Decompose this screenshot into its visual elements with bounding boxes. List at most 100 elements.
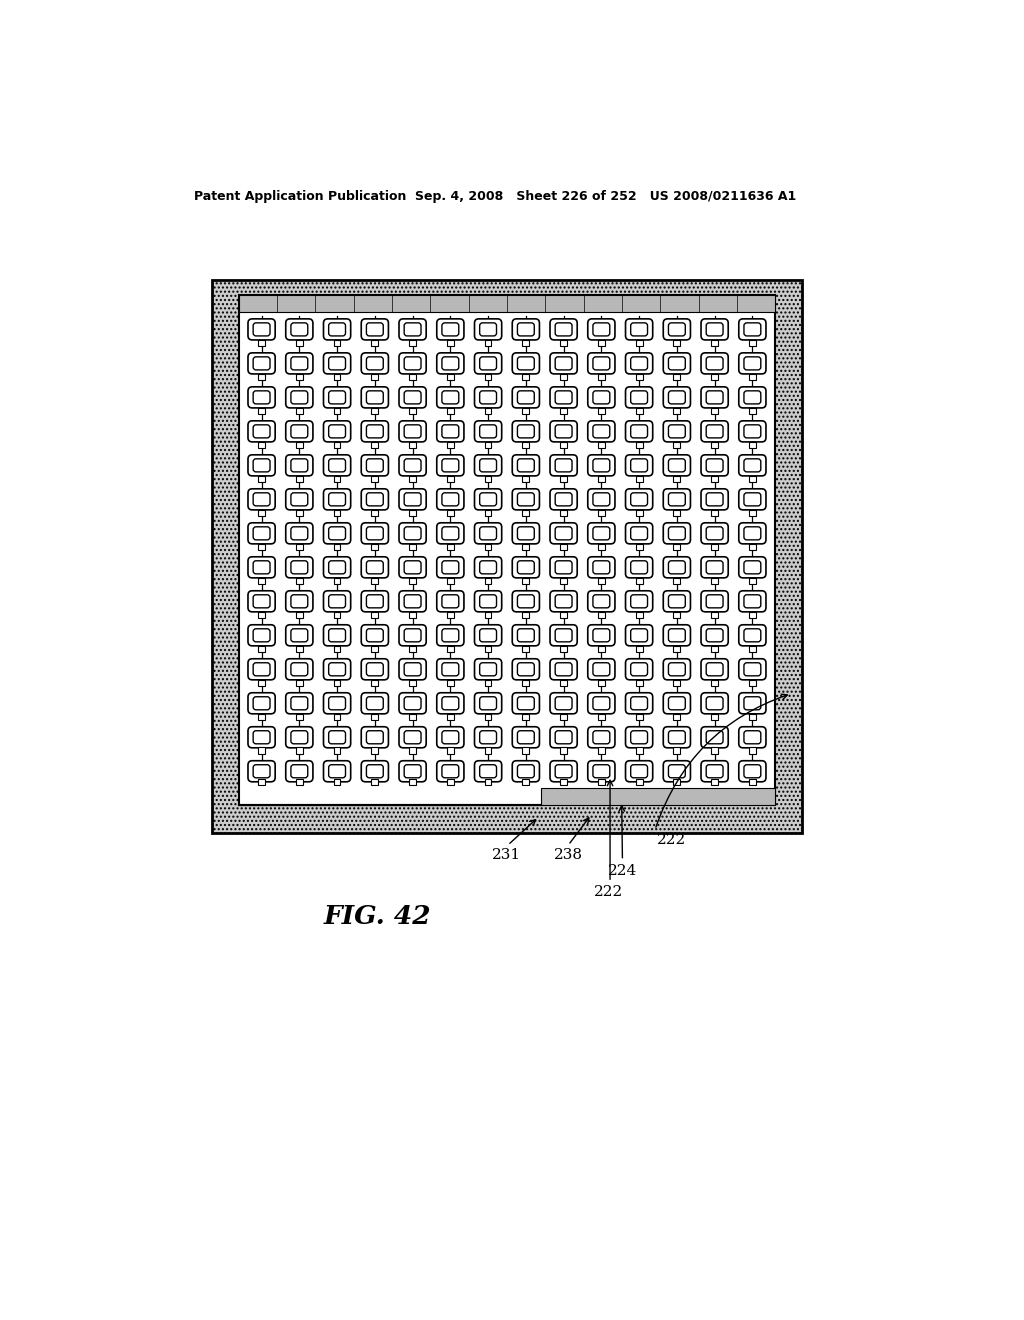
FancyBboxPatch shape	[669, 764, 685, 777]
FancyBboxPatch shape	[253, 356, 270, 370]
FancyBboxPatch shape	[512, 727, 540, 748]
Bar	[712, 747, 718, 754]
FancyBboxPatch shape	[664, 387, 690, 408]
Bar	[522, 578, 529, 585]
FancyBboxPatch shape	[707, 663, 723, 676]
FancyBboxPatch shape	[707, 628, 723, 642]
FancyBboxPatch shape	[361, 591, 388, 612]
Bar	[522, 442, 529, 449]
FancyBboxPatch shape	[664, 557, 690, 578]
FancyBboxPatch shape	[437, 387, 464, 408]
FancyBboxPatch shape	[744, 663, 761, 676]
FancyBboxPatch shape	[512, 693, 540, 714]
Bar	[334, 442, 341, 449]
Bar	[560, 779, 567, 785]
FancyBboxPatch shape	[738, 727, 766, 748]
FancyBboxPatch shape	[517, 764, 535, 777]
Bar	[334, 408, 341, 414]
Bar	[258, 645, 265, 652]
FancyBboxPatch shape	[404, 492, 421, 506]
FancyBboxPatch shape	[593, 595, 609, 607]
FancyBboxPatch shape	[361, 387, 388, 408]
FancyBboxPatch shape	[367, 628, 383, 642]
Bar	[334, 374, 341, 380]
Text: 224: 224	[608, 863, 637, 878]
FancyBboxPatch shape	[555, 391, 572, 404]
Bar	[674, 779, 680, 785]
Bar	[296, 779, 303, 785]
Bar	[372, 714, 378, 721]
FancyBboxPatch shape	[329, 356, 345, 370]
FancyBboxPatch shape	[437, 760, 464, 781]
FancyBboxPatch shape	[442, 561, 459, 574]
Bar	[372, 611, 378, 618]
FancyBboxPatch shape	[404, 764, 421, 777]
Bar	[296, 374, 303, 380]
FancyBboxPatch shape	[367, 356, 383, 370]
Bar	[334, 339, 341, 346]
FancyBboxPatch shape	[593, 663, 609, 676]
FancyBboxPatch shape	[664, 319, 690, 341]
Bar	[560, 747, 567, 754]
FancyBboxPatch shape	[437, 659, 464, 680]
FancyBboxPatch shape	[286, 591, 313, 612]
Bar	[636, 578, 642, 585]
FancyBboxPatch shape	[631, 527, 647, 540]
FancyBboxPatch shape	[442, 323, 459, 335]
FancyBboxPatch shape	[517, 561, 535, 574]
FancyBboxPatch shape	[701, 624, 728, 645]
FancyBboxPatch shape	[593, 323, 609, 335]
FancyBboxPatch shape	[442, 356, 459, 370]
Bar	[372, 544, 378, 550]
FancyBboxPatch shape	[324, 624, 350, 645]
Bar	[598, 339, 605, 346]
FancyBboxPatch shape	[367, 492, 383, 506]
Bar	[258, 374, 265, 380]
FancyBboxPatch shape	[479, 663, 497, 676]
FancyBboxPatch shape	[248, 727, 275, 748]
Bar	[522, 611, 529, 618]
FancyBboxPatch shape	[631, 425, 647, 438]
FancyBboxPatch shape	[474, 693, 502, 714]
FancyBboxPatch shape	[286, 319, 313, 341]
Bar	[674, 578, 680, 585]
FancyBboxPatch shape	[404, 391, 421, 404]
FancyBboxPatch shape	[329, 459, 345, 471]
FancyBboxPatch shape	[555, 663, 572, 676]
FancyBboxPatch shape	[701, 352, 728, 374]
FancyBboxPatch shape	[324, 352, 350, 374]
Bar	[410, 645, 416, 652]
FancyBboxPatch shape	[329, 731, 345, 743]
FancyBboxPatch shape	[286, 727, 313, 748]
FancyBboxPatch shape	[555, 561, 572, 574]
Bar	[372, 680, 378, 686]
Bar	[239, 296, 775, 805]
FancyBboxPatch shape	[404, 628, 421, 642]
FancyBboxPatch shape	[701, 421, 728, 442]
FancyBboxPatch shape	[329, 425, 345, 438]
Bar	[749, 339, 756, 346]
FancyBboxPatch shape	[479, 731, 497, 743]
Bar	[258, 408, 265, 414]
FancyBboxPatch shape	[329, 527, 345, 540]
FancyBboxPatch shape	[517, 595, 535, 607]
Bar	[484, 339, 492, 346]
FancyBboxPatch shape	[361, 319, 388, 341]
FancyBboxPatch shape	[588, 455, 615, 477]
Bar	[749, 374, 756, 380]
Bar	[749, 680, 756, 686]
FancyBboxPatch shape	[664, 455, 690, 477]
FancyBboxPatch shape	[291, 561, 308, 574]
Bar	[541, 788, 775, 805]
FancyBboxPatch shape	[550, 557, 578, 578]
FancyBboxPatch shape	[588, 557, 615, 578]
FancyBboxPatch shape	[291, 628, 308, 642]
FancyBboxPatch shape	[442, 731, 459, 743]
FancyBboxPatch shape	[437, 455, 464, 477]
FancyBboxPatch shape	[399, 693, 426, 714]
FancyBboxPatch shape	[291, 492, 308, 506]
FancyBboxPatch shape	[517, 425, 535, 438]
FancyBboxPatch shape	[701, 523, 728, 544]
FancyBboxPatch shape	[474, 659, 502, 680]
Bar	[522, 475, 529, 482]
